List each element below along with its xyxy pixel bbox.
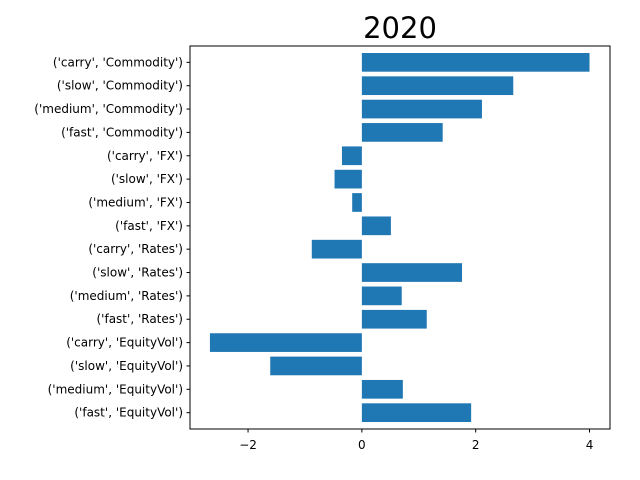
y-tick-label: ('fast', 'EquityVol') (74, 406, 183, 420)
bar (361, 53, 590, 72)
bar (361, 76, 514, 96)
y-tick-label: ('fast', 'Commodity') (61, 125, 183, 139)
bar (311, 239, 362, 259)
plot-frame (189, 45, 611, 430)
y-tick-label: ('slow', 'Commodity') (57, 79, 183, 93)
y-tick-label: ('carry', 'Rates') (88, 242, 183, 256)
bar (352, 193, 362, 212)
bar (361, 286, 402, 306)
y-tick-label: ('fast', 'FX') (115, 219, 183, 233)
y-tick-label: ('medium', 'EquityVol') (48, 382, 183, 396)
chart-title: 2020 (363, 11, 437, 45)
y-tick-label: ('medium', 'FX') (88, 195, 183, 209)
bar (209, 333, 362, 352)
bar (361, 99, 482, 119)
bar (361, 379, 403, 399)
bar (361, 309, 427, 329)
y-tick-label: ('carry', 'FX') (107, 149, 183, 163)
x-tick-label: −2 (239, 438, 257, 452)
y-tick-label: ('medium', 'Rates') (70, 289, 183, 303)
x-tick-label: 4 (586, 438, 594, 452)
bars-layer (209, 53, 590, 422)
y-tick-label: ('carry', 'EquityVol') (66, 336, 183, 350)
y-tick-label: ('slow', 'FX') (111, 172, 183, 186)
y-tick-label: ('carry', 'Commodity') (53, 55, 183, 69)
bar (341, 146, 362, 166)
bar (334, 169, 362, 189)
bar (361, 123, 443, 142)
bar (361, 403, 472, 422)
x-tick-label: 0 (358, 438, 366, 452)
y-axis-ticks: ('carry', 'Commodity') ('slow', 'Commodit… (34, 55, 190, 420)
x-axis-ticks: −2 0 2 4 (239, 429, 593, 452)
y-tick-label: ('medium', 'Commodity') (34, 102, 183, 116)
bar (270, 356, 362, 376)
bar (361, 263, 463, 282)
y-tick-label: ('slow', 'Rates') (92, 266, 183, 280)
bar (361, 216, 391, 236)
y-tick-label: ('fast', 'Rates') (97, 312, 184, 326)
y-tick-label: ('slow', 'EquityVol') (70, 359, 183, 373)
x-tick-label: 2 (472, 438, 480, 452)
